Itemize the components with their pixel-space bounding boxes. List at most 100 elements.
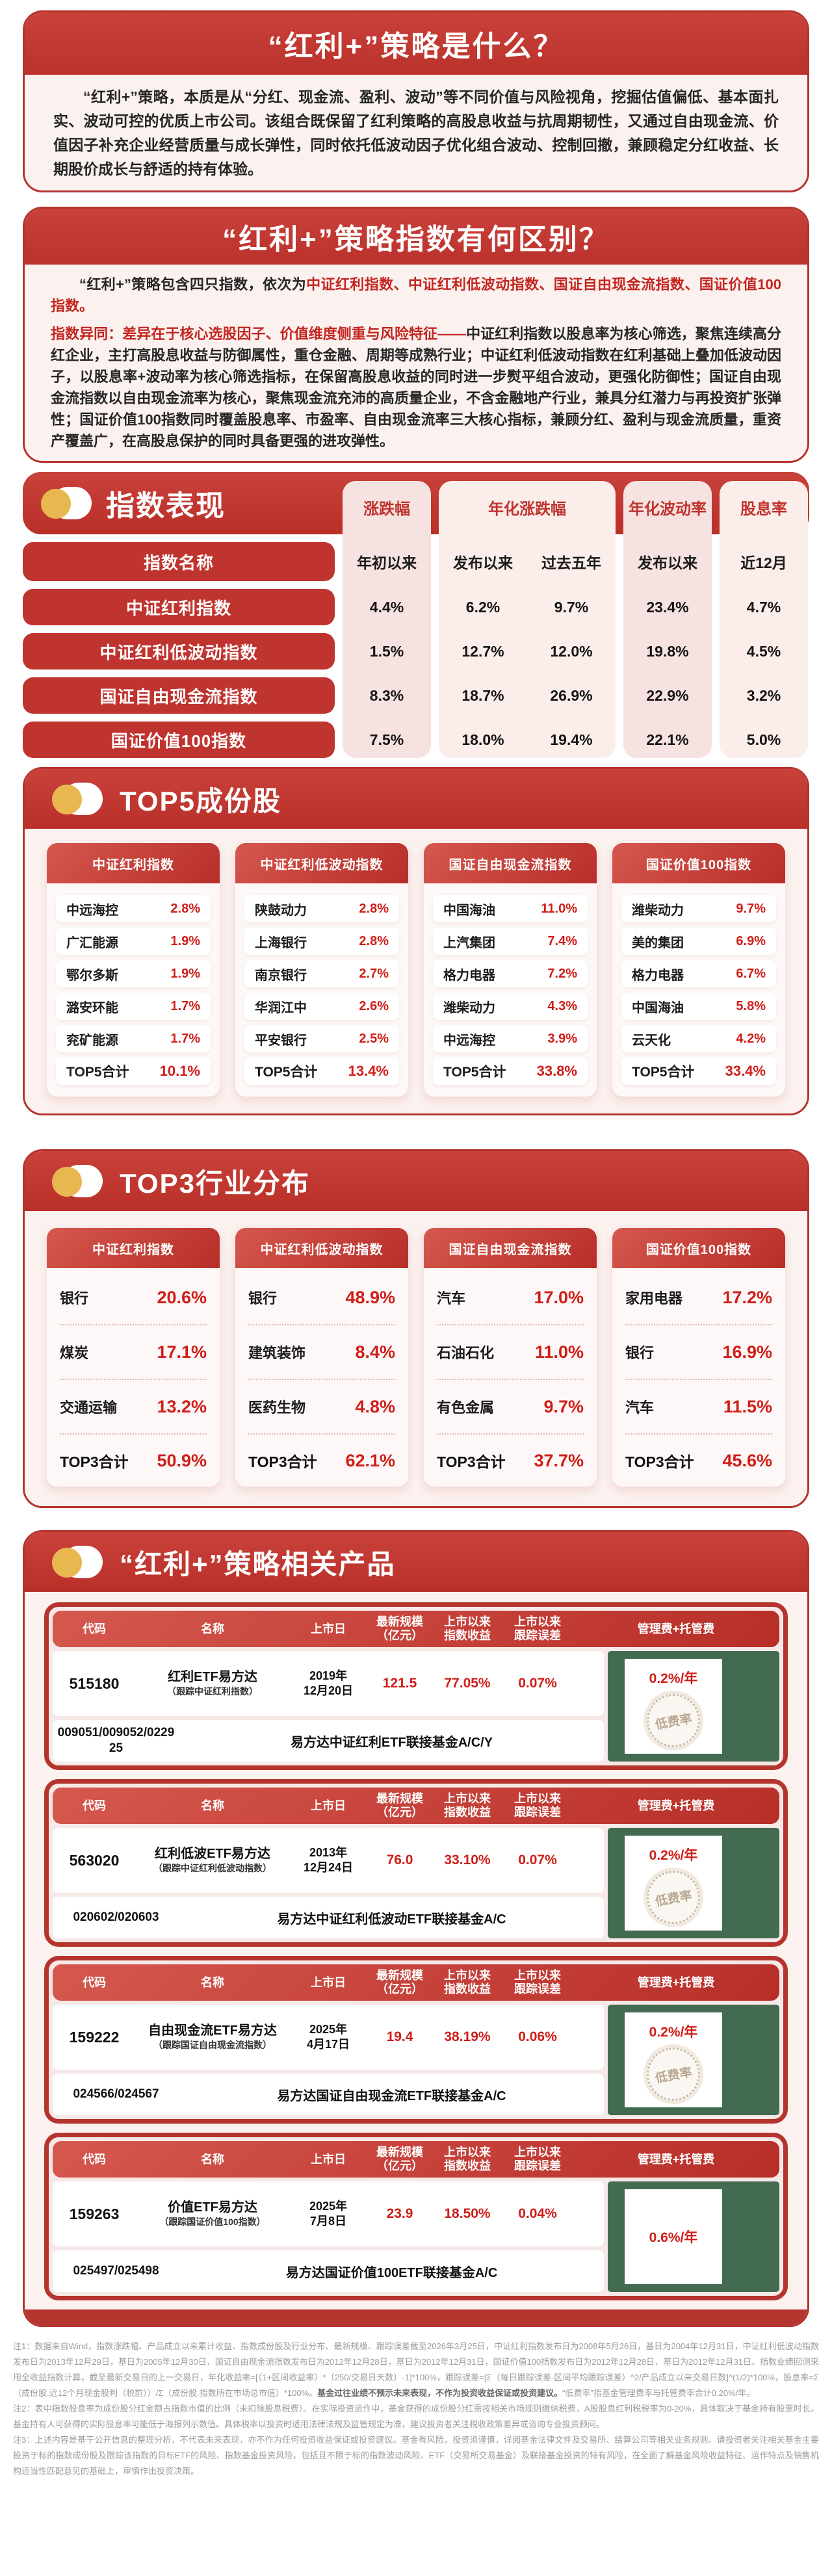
col-list-date: 上市日 xyxy=(311,2152,346,2166)
column-strip-volatility xyxy=(623,481,712,758)
top5-total-row: TOP5合计 13.4% xyxy=(244,1058,399,1085)
list-date-day: 7月8日 xyxy=(309,2215,347,2228)
stock-weight: 1.9% xyxy=(170,933,200,948)
stock-name: 中国海油 xyxy=(443,903,495,918)
p2-red-lead: 指数异同：差异在于核心选股因子、价值维度侧重与风险特征—— xyxy=(51,326,467,342)
col-scale: 最新规模 （亿元） xyxy=(367,2146,432,2173)
index-name-pill: 国证价值100指数 xyxy=(23,722,335,758)
col-fee: 管理费+托管费 xyxy=(637,2152,715,2166)
col-return: 上市以来 指数收益 xyxy=(432,1969,502,1996)
section1-title: “红利+”策略是什么？ xyxy=(268,31,564,62)
etf-tracking-index: （跟踪国证价值100指数） xyxy=(159,2217,266,2227)
etf-name-block: 价值ETF易方达 （跟踪国证价值100指数） xyxy=(136,2200,289,2228)
card-index-name: 国证自由现金流指数 xyxy=(424,1228,597,1268)
col-return-line2: 指数收益 xyxy=(444,1983,491,1996)
col-scale-line1: 最新规模 xyxy=(376,1792,423,1805)
feeder-name: 易方达中证红利ETF联接基金A/C/Y xyxy=(290,1735,493,1750)
fee-box: 0.2%/年 低费率 xyxy=(625,2012,722,2107)
etf-code: 159222 xyxy=(69,2028,120,2046)
top3-card-free-cashflow: 国证自由现金流指数 汽车 17.0% 石油石化 11.0% 有色金属 9.7% TOP… xyxy=(424,1228,597,1487)
stock-row: 潞安环能 1.7% xyxy=(56,993,211,1020)
product-card-515180: 代码 名称 上市日 最新规模 （亿元） 上市以来 指数收益 上市以来 跟踪误差 管理费… xyxy=(44,1602,788,1770)
perf-value: 9.7% xyxy=(554,598,589,616)
stock-row: 美的集团 6.9% xyxy=(621,928,776,955)
stock-rows: 中国海油 11.0% 上汽集团 7.4% 格力电器 7.2% 潍柴动力 4.3% 中远海… xyxy=(424,883,597,1097)
perf-value: 23.4% xyxy=(646,598,689,616)
top3-total-row: TOP3合计 62.1% xyxy=(248,1435,395,1487)
sub-header-past-5-years: 过去五年 xyxy=(541,554,601,571)
col-return: 上市以来 指数收益 xyxy=(432,2146,502,2173)
list-date-year: 2013年 xyxy=(309,1846,348,1859)
product-rows: 159263 价值ETF易方达 （跟踪国证价值100指数） 2025年 7月8日 2… xyxy=(53,2181,604,2292)
group-header-dividend-yield: 股息率 xyxy=(740,500,787,518)
col-tracking-error: 上市以来 跟踪误差 xyxy=(502,1615,573,1643)
sub-header-since-launch: 发布以来 xyxy=(453,554,513,571)
top3-card-zhongzheng-hongli: 中证红利指数 银行 20.6% 煤炭 17.1% 交通运输 13.2% TOP3合计 5… xyxy=(47,1228,220,1487)
col-fee: 管理费+托管费 xyxy=(637,1799,715,1812)
etf-return: 33.10% xyxy=(444,1853,491,1867)
section2-header: “红利+”策略指数有何区别？ xyxy=(25,209,807,265)
col-code: 代码 xyxy=(83,1975,106,1989)
product-table-header: 代码 名称 上市日 最新规模 （亿元） 上市以来 指数收益 上市以来 跟踪误差 管理费… xyxy=(53,1611,779,1647)
top5-card-hongli-diboddong: 中证红利低波动指数 陕鼓动力 2.8% 上海银行 2.8% 南京银行 2.7% 华润江… xyxy=(235,843,408,1097)
total-label: TOP5合计 xyxy=(443,1065,506,1080)
stock-weight: 2.8% xyxy=(359,933,389,948)
stock-name: 中远海控 xyxy=(66,903,118,918)
col-fee: 管理费+托管费 xyxy=(637,1975,715,1989)
industry-weight: 11.0% xyxy=(534,1342,584,1362)
col-list-date: 上市日 xyxy=(311,1799,346,1812)
total-label: TOP3合计 xyxy=(60,1453,129,1470)
fee-box: 0.2%/年 低费率 xyxy=(625,1836,722,1931)
industry-row: 家用电器 17.2% xyxy=(625,1271,772,1325)
product-card-563020: 代码 名称 上市日 最新规模 （亿元） 上市以来 指数收益 上市以来 跟踪误差 管理费… xyxy=(44,1779,788,1947)
stock-weight: 1.7% xyxy=(170,998,200,1013)
industry-weight: 16.9% xyxy=(722,1342,772,1362)
col-return-line2: 指数收益 xyxy=(444,2159,491,2172)
top3-banner: TOP3行业分布 xyxy=(25,1151,807,1211)
etf-tracking-error: 0.07% xyxy=(518,1676,557,1691)
top3-total-row: TOP3合计 45.6% xyxy=(625,1435,772,1487)
stock-name: 陕鼓动力 xyxy=(255,903,307,918)
stock-weight: 2.6% xyxy=(359,998,389,1013)
fee-panel: 0.2%/年 低费率 xyxy=(608,1828,779,1938)
card-index-name: 中证红利低波动指数 xyxy=(235,1228,408,1268)
p2-black-text: 中证红利指数以股息率为核心筛选，聚焦连续高分红企业，主打高股息收益与防御属性，重… xyxy=(51,326,781,449)
stock-row: 华润江中 2.6% xyxy=(244,993,399,1020)
etf-row: 159222 自由现金流ETF易方达 （跟踪国证自由现金流指数） 2025年 4月1… xyxy=(53,2005,604,2070)
list-date-year: 2019年 xyxy=(309,1669,348,1682)
industry-row: 银行 16.9% xyxy=(625,1325,772,1380)
list-date-year: 2025年 xyxy=(309,2200,348,2213)
stock-row: 潍柴动力 9.7% xyxy=(621,895,776,922)
products-footer-band xyxy=(25,2309,807,2325)
fee-panel: 0.6%/年 xyxy=(608,2181,779,2292)
etf-list-date: 2025年 4月17日 xyxy=(289,2022,367,2052)
section1-body: “红利+”策略，本质是从“分红、现金流、盈利、波动”等不同价值与风险视角，挖掘估… xyxy=(25,75,807,190)
etf-code: 515180 xyxy=(69,1674,120,1692)
low-fee-seal: 低费率 xyxy=(642,2043,705,2105)
capsule-gold-ball xyxy=(41,489,71,519)
industry-row: 汽车 17.0% xyxy=(437,1271,584,1325)
col-return-line2: 指数收益 xyxy=(444,1629,491,1642)
top5-banner: TOP5成份股 xyxy=(25,769,807,829)
stock-row: 中远海控 3.9% xyxy=(433,1025,588,1052)
stock-rows: 潍柴动力 9.7% 美的集团 6.9% 格力电器 6.7% 中国海油 5.8% 云天化 4… xyxy=(612,883,785,1097)
capsule-gold-ball xyxy=(52,1167,82,1197)
section2-body: “红利+”策略包含四只指数，依次为中证红利指数、中证红利低波动指数、国证自由现金… xyxy=(25,265,807,461)
index-name-pill: 国证自由现金流指数 xyxy=(23,677,335,714)
col-code: 代码 xyxy=(83,1622,106,1635)
stock-row: 广汇能源 1.9% xyxy=(56,928,211,955)
col-list-date: 上市日 xyxy=(311,1622,346,1635)
total-label: TOP5合计 xyxy=(632,1065,695,1080)
stock-row: 上汽集团 7.4% xyxy=(433,928,588,955)
etf-name-block: 自由现金流ETF易方达 （跟踪国证自由现金流指数） xyxy=(136,2023,289,2051)
total-value: 33.4% xyxy=(725,1063,766,1079)
stock-name: 美的集团 xyxy=(632,935,684,950)
stock-name: 潞安环能 xyxy=(66,1000,118,1015)
stock-weight: 1.9% xyxy=(170,966,200,981)
product-card-159222: 代码 名称 上市日 最新规模 （亿元） 上市以来 指数收益 上市以来 跟踪误差 管理费… xyxy=(44,1956,788,2124)
stock-name: 格力电器 xyxy=(443,968,495,983)
total-label: TOP5合计 xyxy=(66,1065,129,1080)
stock-weight: 9.7% xyxy=(736,901,766,916)
low-fee-seal: 低费率 xyxy=(642,1866,705,1929)
group-header-change: 涨跌幅 xyxy=(363,500,410,518)
